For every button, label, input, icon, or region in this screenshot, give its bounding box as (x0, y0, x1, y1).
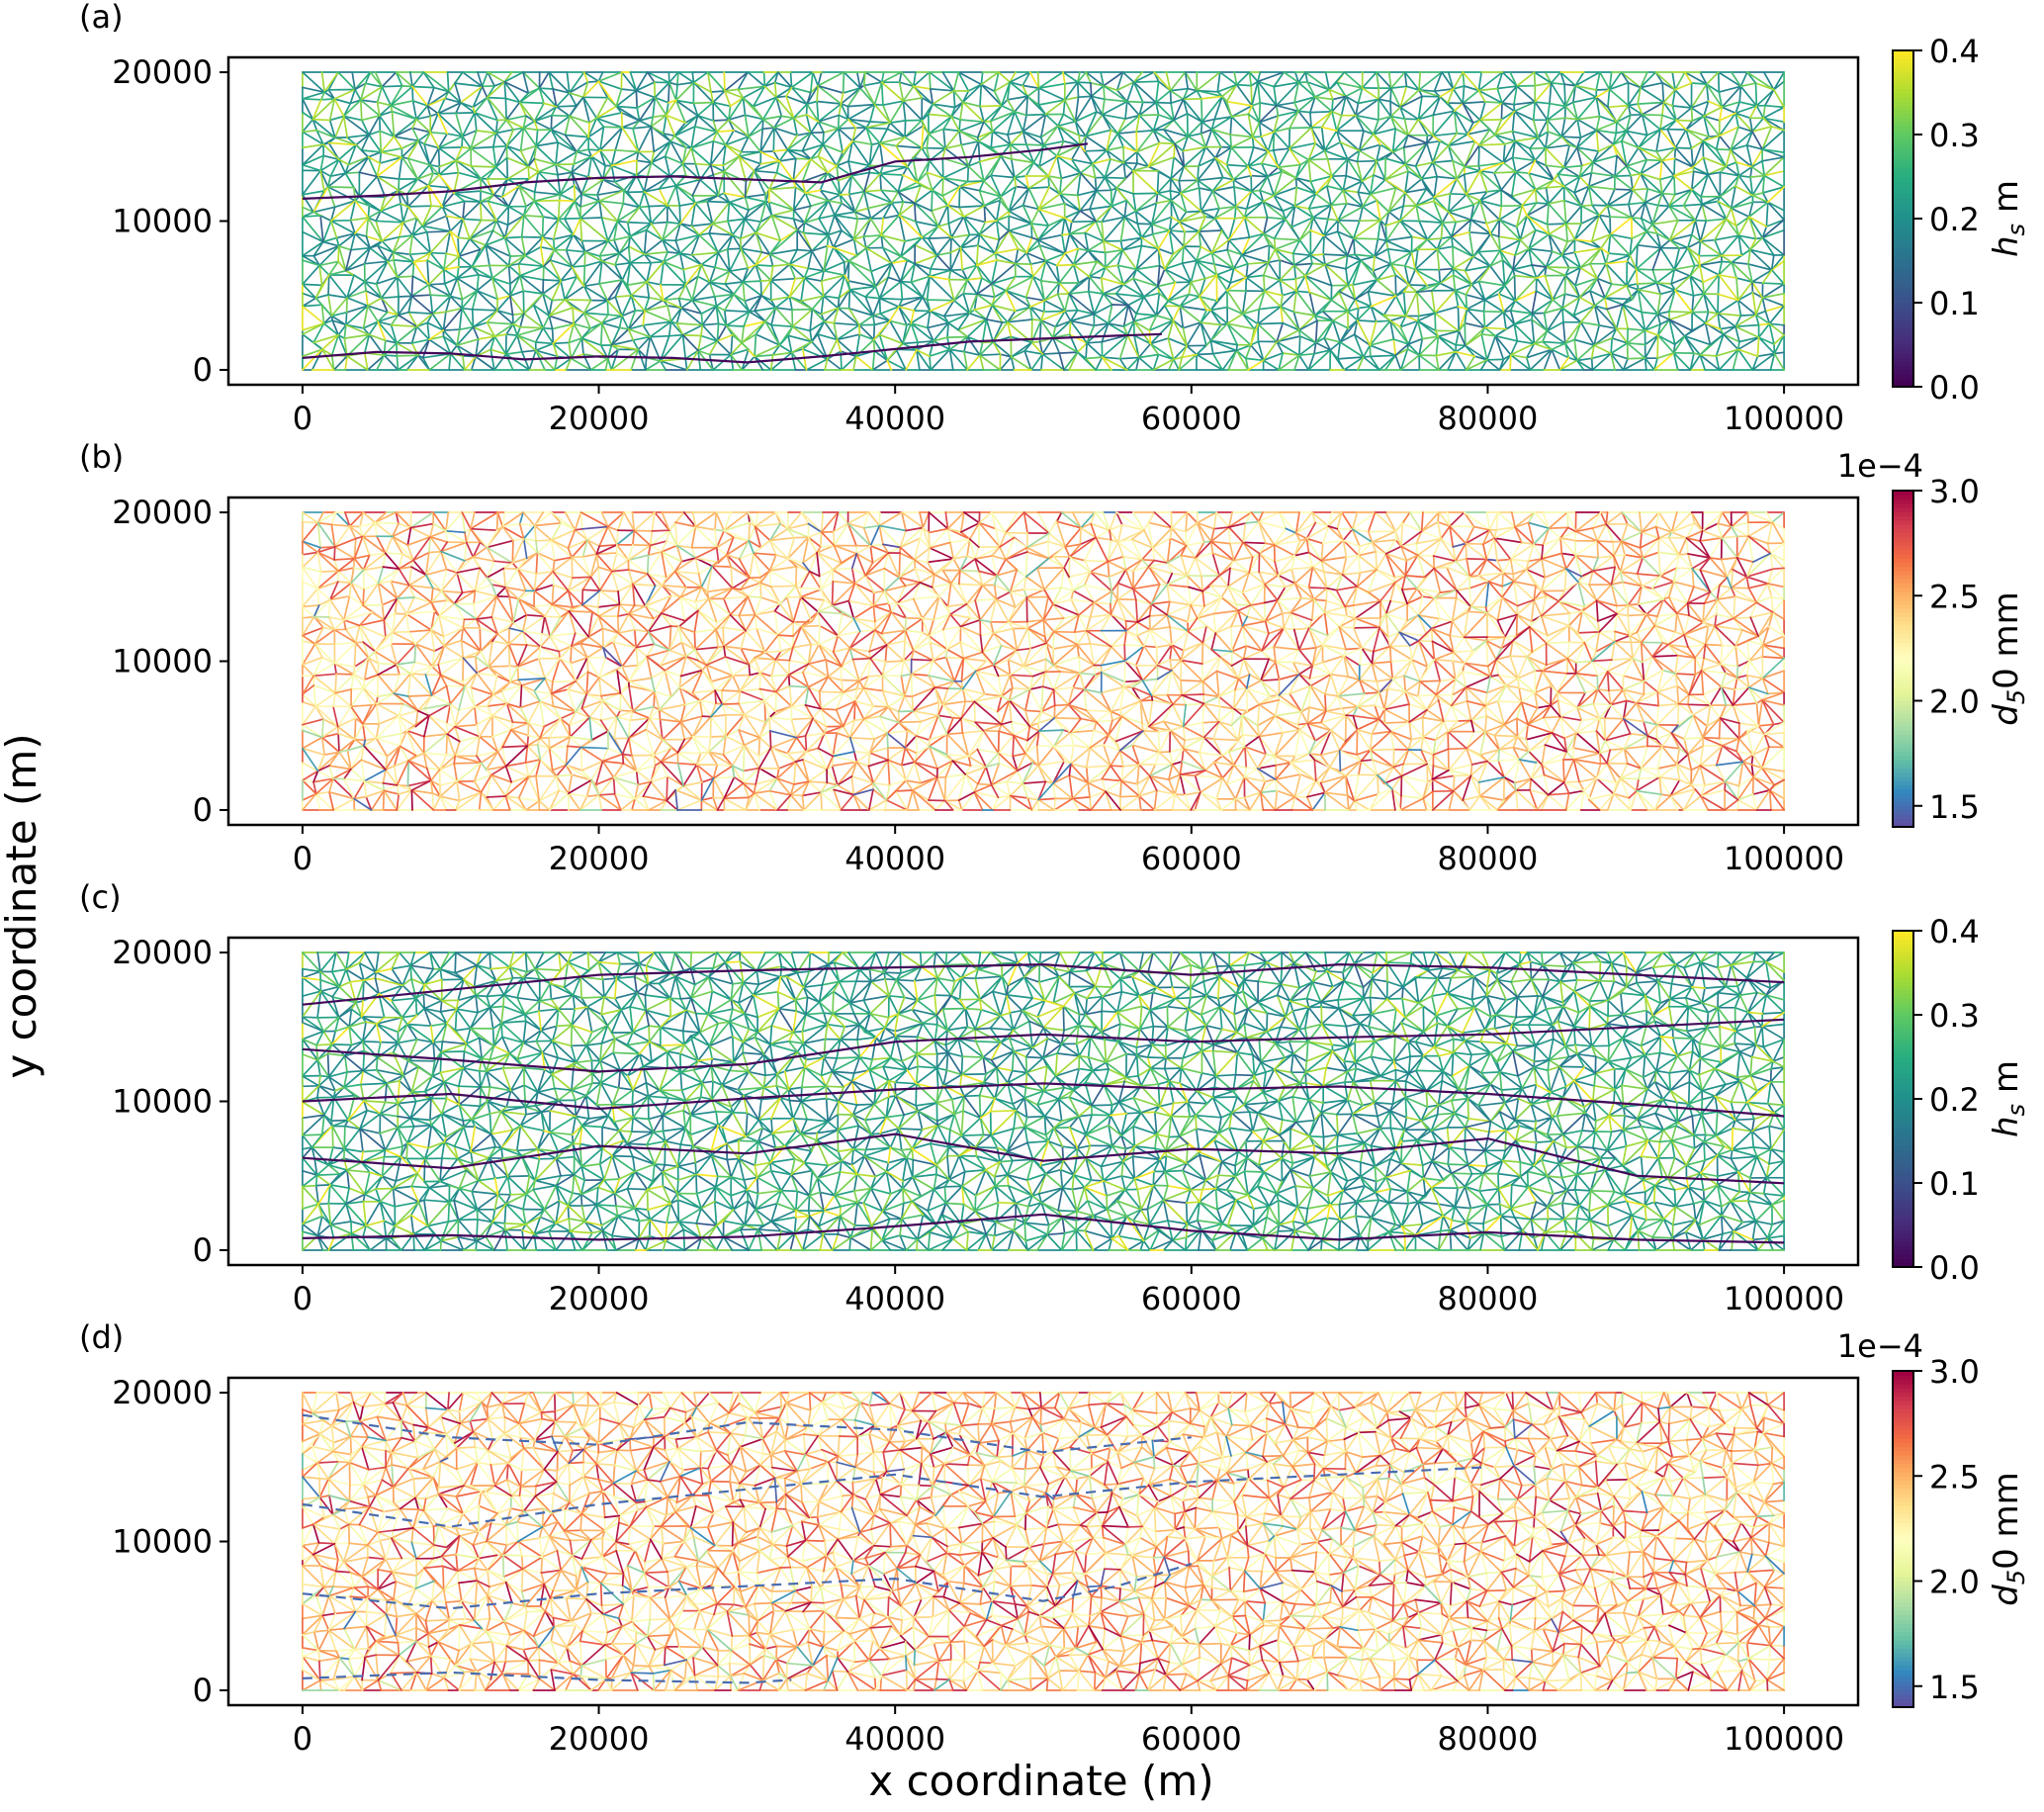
colorbar-tick-label: 1.5 (1929, 1669, 1980, 1706)
colorbar-offset-text: 1e−4 (1837, 1327, 1923, 1365)
channel-path-4 (302, 1132, 1785, 1185)
channel-path-2 (302, 332, 1162, 364)
channel-paths (302, 962, 1785, 1244)
colorbar-offset-text: 1e−4 (1837, 447, 1923, 485)
x-tick-label: 20000 (549, 400, 650, 437)
panel-label: (c) (79, 878, 122, 916)
colorbar-tick-label: 0.3 (1929, 117, 1980, 154)
y-tick-label: 20000 (112, 934, 213, 971)
panel-a: (a) 0 20000 40000 60000 80000 100000 0 10000 2000… (79, 0, 2030, 437)
colorbar-tick-label: 0.0 (1929, 1249, 1980, 1287)
colorbar-frame (1892, 1370, 1914, 1708)
panel-b: (b) 0 20000 40000 60000 80000 100000 0 10000 2000… (79, 438, 2030, 877)
y-tick-label: 10000 (112, 1083, 213, 1121)
edge-network (302, 1392, 1785, 1691)
channel-path-2 (302, 1018, 1785, 1073)
axes-frame (226, 1376, 1860, 1707)
y-tick-label: 0 (193, 1231, 213, 1269)
x-tick-label: 100000 (1724, 840, 1844, 877)
colorbar-tick-label: 2.5 (1929, 1458, 1980, 1495)
colorbar-tick-label: 0.2 (1929, 201, 1980, 238)
y-tick-label: 20000 (112, 494, 213, 531)
colorbar-tick-label: 0.4 (1929, 33, 1980, 70)
x-tick-label: 20000 (549, 840, 650, 877)
x-tick-label: 80000 (1438, 840, 1539, 877)
x-tick-label: 60000 (1141, 400, 1242, 437)
x-tick-label: 40000 (844, 400, 945, 437)
channel-paths (302, 142, 1162, 364)
colorbar-tick-label: 3.0 (1929, 1353, 1980, 1391)
colorbar-tick-label: 0.1 (1929, 285, 1980, 322)
panel-label: (d) (79, 1318, 124, 1356)
colorbar: 0.0 0.1 0.2 0.3 0.4 hs m (1892, 913, 2030, 1287)
y-tick-label: 20000 (112, 1374, 213, 1411)
x-tick-label: 100000 (1724, 1280, 1844, 1317)
panel-label: (a) (79, 0, 124, 36)
colorbar-label: d50 mm (1987, 591, 2030, 726)
channel-path-3 (302, 1082, 1785, 1118)
x-axis-label: x coordinate (m) (868, 1757, 1213, 1805)
colorbar-tick-label: 0.2 (1929, 1081, 1980, 1119)
x-tick-label: 40000 (844, 840, 945, 877)
channel-path-5 (302, 1213, 1785, 1244)
channel-path-2 (302, 1466, 1488, 1528)
channel-path-1 (302, 142, 1089, 200)
colorbar-tick-label: 3.0 (1929, 473, 1980, 510)
y-tick-label: 0 (193, 351, 213, 389)
channel-path-1 (302, 962, 1785, 1006)
colorbar-tick-label: 0.1 (1929, 1165, 1980, 1203)
x-tick-label: 40000 (844, 1720, 945, 1758)
colorbar-tick-label: 2.5 (1929, 578, 1980, 615)
panel-c: (c) 0 20000 40000 60000 80000 100000 0 10000 2000… (79, 878, 2030, 1317)
edge-network (302, 511, 1785, 811)
colorbar-tick-label: 1.5 (1929, 788, 1980, 826)
x-tick-label: 60000 (1141, 1280, 1242, 1317)
edge-network (302, 71, 1785, 371)
channel-path-1 (302, 1413, 1192, 1454)
y-tick-label: 0 (193, 1672, 213, 1709)
colorbar-tick-label: 2.0 (1929, 1564, 1980, 1601)
panel-d: (d) 0 20000 40000 60000 80000 100000 0 10000 2000… (79, 1318, 2030, 1758)
x-tick-label: 60000 (1141, 840, 1242, 877)
x-tick-label: 100000 (1724, 400, 1844, 437)
colorbar-tick-label: 2.0 (1929, 683, 1980, 721)
colorbar-label: hs m (1987, 1060, 2030, 1137)
x-tick-label: 20000 (549, 1280, 650, 1317)
colorbar: 1.5 2.0 2.5 3.01e−4 d50 mm (1837, 1327, 2030, 1708)
x-tick-label: 80000 (1438, 400, 1539, 437)
x-tick-label: 100000 (1724, 1720, 1844, 1758)
channel-path-4 (302, 1671, 792, 1684)
colorbar-label: hs m (1987, 180, 2030, 257)
colorbar-tick-label: 0.3 (1929, 997, 1980, 1035)
panel-label: (b) (79, 438, 124, 476)
y-tick-label: 20000 (112, 53, 213, 91)
x-tick-label: 20000 (549, 1720, 650, 1758)
x-tick-label: 60000 (1141, 1720, 1242, 1758)
y-tick-label: 10000 (112, 643, 213, 680)
edge-network (302, 951, 1785, 1251)
x-tick-label: 0 (293, 400, 312, 437)
channel-path-3 (302, 1563, 1193, 1610)
colorbar-tick-label: 0.0 (1929, 369, 1980, 407)
x-tick-label: 0 (293, 1720, 312, 1758)
x-tick-label: 40000 (844, 1280, 945, 1317)
colorbar: 1.5 2.0 2.5 3.01e−4 d50 mm (1837, 447, 2030, 828)
y-axis-label: y coordinate (m) (0, 733, 45, 1078)
y-tick-label: 10000 (112, 203, 213, 240)
x-tick-label: 0 (293, 1280, 312, 1317)
colorbar: 0.0 0.1 0.2 0.3 0.4 hs m (1892, 33, 2030, 407)
colorbar-frame (1892, 490, 1914, 828)
y-tick-label: 0 (193, 791, 213, 829)
x-tick-label: 80000 (1438, 1720, 1539, 1758)
x-tick-label: 80000 (1438, 1280, 1539, 1317)
channel-paths (302, 1413, 1488, 1684)
colorbar-label: d50 mm (1987, 1472, 2030, 1606)
colorbar-tick-label: 0.4 (1929, 913, 1980, 951)
x-tick-label: 0 (293, 840, 312, 877)
y-tick-label: 10000 (112, 1523, 213, 1561)
